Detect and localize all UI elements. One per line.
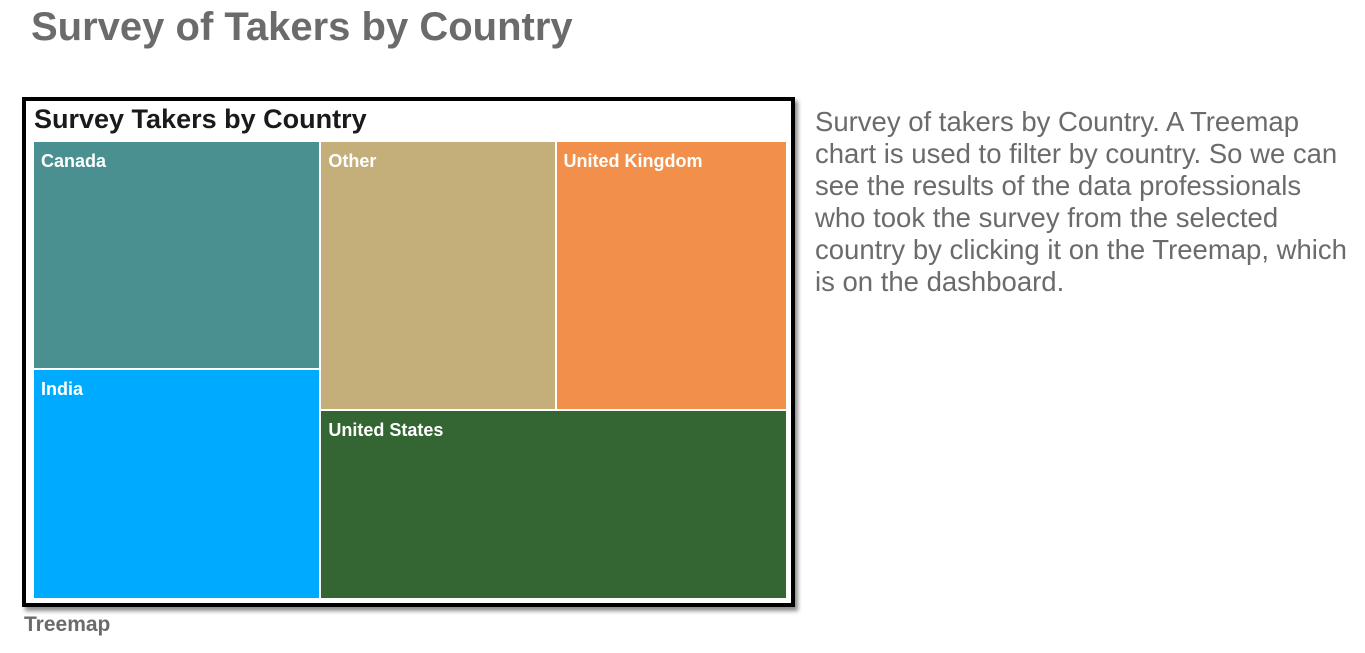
treemap-tile-label: India bbox=[41, 379, 84, 400]
treemap-area: United States India Other United Kingdom Can… bbox=[33, 141, 787, 599]
treemap-tile-india[interactable]: India bbox=[33, 369, 321, 599]
treemap-tile-united-kingdom[interactable]: United Kingdom bbox=[555, 141, 787, 411]
treemap-tile-canada[interactable]: Canada bbox=[33, 141, 321, 370]
chart-title: Survey Takers by Country bbox=[34, 104, 367, 134]
chart-caption: Treemap bbox=[24, 613, 111, 636]
treemap-tile-label: Canada bbox=[41, 151, 107, 171]
chart-description: Survey of takers by Country. A Treemap c… bbox=[815, 106, 1347, 297]
page-title: Survey of Takers by Country bbox=[31, 5, 573, 49]
treemap-tile-label: Other bbox=[328, 151, 377, 171]
treemap-tile-label: United Kingdom bbox=[563, 151, 703, 171]
treemap-tile-united-states[interactable]: United States bbox=[320, 410, 787, 599]
treemap-tile-label: United States bbox=[328, 420, 444, 441]
treemap-tile-other[interactable]: Other bbox=[320, 141, 556, 411]
treemap-chart: Survey Takers by Country United States In… bbox=[22, 97, 795, 607]
